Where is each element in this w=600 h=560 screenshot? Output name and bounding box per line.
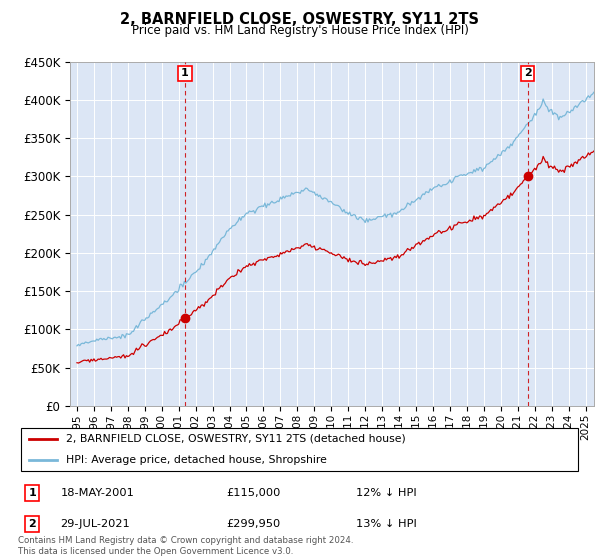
Text: 2, BARNFIELD CLOSE, OSWESTRY, SY11 2TS: 2, BARNFIELD CLOSE, OSWESTRY, SY11 2TS xyxy=(121,12,479,27)
Text: 18-MAY-2001: 18-MAY-2001 xyxy=(60,488,134,498)
Text: 12% ↓ HPI: 12% ↓ HPI xyxy=(356,488,417,498)
Text: 1: 1 xyxy=(28,488,36,498)
Text: 2: 2 xyxy=(28,519,36,529)
Text: Price paid vs. HM Land Registry's House Price Index (HPI): Price paid vs. HM Land Registry's House … xyxy=(131,24,469,36)
Text: HPI: Average price, detached house, Shropshire: HPI: Average price, detached house, Shro… xyxy=(66,455,327,465)
Text: 29-JUL-2021: 29-JUL-2021 xyxy=(60,519,130,529)
Text: 2, BARNFIELD CLOSE, OSWESTRY, SY11 2TS (detached house): 2, BARNFIELD CLOSE, OSWESTRY, SY11 2TS (… xyxy=(66,434,406,444)
Text: 13% ↓ HPI: 13% ↓ HPI xyxy=(356,519,417,529)
Text: £115,000: £115,000 xyxy=(227,488,281,498)
FancyBboxPatch shape xyxy=(21,427,578,472)
Text: 1: 1 xyxy=(181,68,189,78)
Text: £299,950: £299,950 xyxy=(227,519,281,529)
Text: 2: 2 xyxy=(524,68,532,78)
Text: Contains HM Land Registry data © Crown copyright and database right 2024.
This d: Contains HM Land Registry data © Crown c… xyxy=(18,536,353,556)
